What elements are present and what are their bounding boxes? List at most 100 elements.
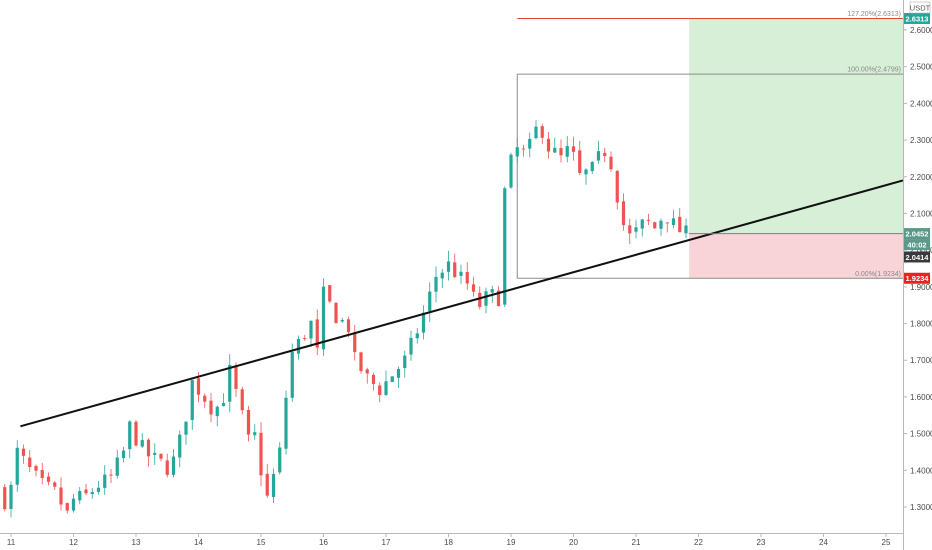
price-badge-text: 2.0452 bbox=[906, 229, 929, 238]
candle-up bbox=[103, 474, 107, 488]
candle-down bbox=[646, 219, 651, 221]
y-tick-label: 2.5000 bbox=[910, 63, 932, 72]
candle-down bbox=[353, 332, 357, 353]
candlestick-series bbox=[3, 120, 688, 518]
candle-down bbox=[621, 201, 626, 225]
y-tick-label: 2.3000 bbox=[910, 136, 932, 145]
y-tick-label: 1.9000 bbox=[910, 283, 932, 292]
candle-down bbox=[53, 482, 57, 487]
x-tick-label: 23 bbox=[757, 538, 766, 547]
price-badge bbox=[904, 228, 930, 240]
candle-up bbox=[484, 291, 488, 306]
candle-up bbox=[384, 381, 388, 396]
candle-up bbox=[190, 379, 194, 421]
candle-up bbox=[296, 338, 301, 354]
candle-up bbox=[409, 337, 413, 355]
candle-down bbox=[28, 457, 32, 468]
candle-up bbox=[421, 312, 426, 333]
candle-up bbox=[115, 457, 119, 476]
y-tick-label: 2.4000 bbox=[910, 99, 932, 108]
candle-down bbox=[165, 460, 169, 475]
candle-down bbox=[203, 395, 207, 402]
candle-down bbox=[65, 503, 69, 511]
candle-up bbox=[396, 368, 401, 378]
price-badge bbox=[904, 272, 930, 284]
position-zones bbox=[689, 18, 903, 279]
fib-retracement[interactable]: 127.20%(2.6313) 100.00%(2.4799) 0.00%(1.92… bbox=[516, 11, 903, 279]
y-tick-label: 2.6000 bbox=[910, 26, 932, 35]
y-tick-label: 2.2000 bbox=[910, 173, 932, 182]
candle-down bbox=[234, 365, 238, 389]
currency-text: USDT bbox=[910, 4, 931, 13]
price-badges: 2.6313 2.0452 40:02 2.0414 1.9234 bbox=[904, 13, 930, 284]
candle-down bbox=[259, 432, 263, 476]
candle-up bbox=[415, 333, 419, 339]
y-axis[interactable]: 1.3000 1.4000 1.5000 1.6000 1.7000 1.8000 1.90… bbox=[903, 26, 932, 512]
y-tick-label: 1.6000 bbox=[910, 393, 932, 402]
candle-up bbox=[596, 151, 601, 161]
candle-down bbox=[378, 385, 382, 396]
target-zone bbox=[689, 18, 903, 234]
candle-down bbox=[665, 222, 669, 224]
candle-down bbox=[209, 400, 213, 415]
candle-up bbox=[640, 219, 644, 229]
candle-up bbox=[71, 498, 76, 511]
candle-up bbox=[96, 487, 101, 492]
x-tick-label: 13 bbox=[132, 538, 141, 547]
candle-up bbox=[390, 376, 394, 383]
candle-up bbox=[509, 154, 513, 188]
candle-down bbox=[609, 156, 613, 170]
candle-up bbox=[584, 169, 588, 175]
candle-up bbox=[590, 161, 594, 172]
candle-up bbox=[403, 355, 407, 369]
candle-down bbox=[3, 487, 7, 510]
candle-up bbox=[434, 276, 438, 292]
candle-down bbox=[496, 290, 501, 307]
y-tick-label: 1.7000 bbox=[910, 356, 932, 365]
x-tick-label: 19 bbox=[507, 538, 516, 547]
x-axis[interactable]: 11 12 13 14 15 16 17 18 19 20 21 22 23 24 25 bbox=[7, 533, 891, 547]
y-tick-label: 1.5000 bbox=[910, 430, 932, 439]
candle-up bbox=[15, 447, 19, 485]
trendline[interactable] bbox=[20, 179, 904, 428]
candle-up bbox=[309, 320, 313, 339]
candle-up bbox=[215, 406, 219, 417]
x-tick-label: 12 bbox=[69, 538, 78, 547]
price-badge bbox=[904, 251, 930, 263]
price-badge bbox=[904, 13, 930, 25]
x-tick-label: 20 bbox=[569, 538, 578, 547]
candle-down bbox=[571, 146, 576, 152]
candle-down bbox=[678, 216, 682, 233]
candle-up bbox=[284, 397, 288, 449]
candle-down bbox=[546, 138, 551, 152]
candle-up bbox=[178, 434, 182, 458]
fib-level-label: 127.20%(2.6313) bbox=[847, 11, 901, 18]
price-badge-text: 2.0414 bbox=[906, 253, 930, 262]
candle-down bbox=[303, 338, 307, 340]
candle-down bbox=[109, 474, 113, 476]
price-badge-text: 1.9234 bbox=[906, 274, 930, 283]
candle-up bbox=[553, 147, 557, 153]
candle-up bbox=[278, 447, 282, 473]
candle-down bbox=[265, 473, 269, 496]
candle-down bbox=[146, 439, 151, 457]
candle-down bbox=[478, 292, 482, 307]
candle-down bbox=[328, 285, 332, 302]
countdown-text: 40:02 bbox=[907, 240, 926, 249]
x-tick-label: 21 bbox=[632, 538, 641, 547]
candle-down bbox=[603, 152, 607, 157]
y-tick-label: 2.1000 bbox=[910, 209, 932, 218]
candle-down bbox=[653, 222, 657, 229]
candle-down bbox=[453, 262, 457, 278]
y-tick-label: 1.4000 bbox=[910, 466, 932, 475]
candle-up bbox=[634, 227, 638, 232]
candle-up bbox=[565, 146, 569, 157]
candle-up bbox=[271, 474, 276, 497]
candle-down bbox=[465, 271, 469, 284]
fib-level-label: 100.00%(2.4799) bbox=[847, 67, 901, 74]
x-tick-label: 22 bbox=[694, 538, 703, 547]
candle-down bbox=[134, 421, 138, 446]
candle-down bbox=[21, 448, 26, 456]
countdown-badge bbox=[904, 239, 930, 251]
